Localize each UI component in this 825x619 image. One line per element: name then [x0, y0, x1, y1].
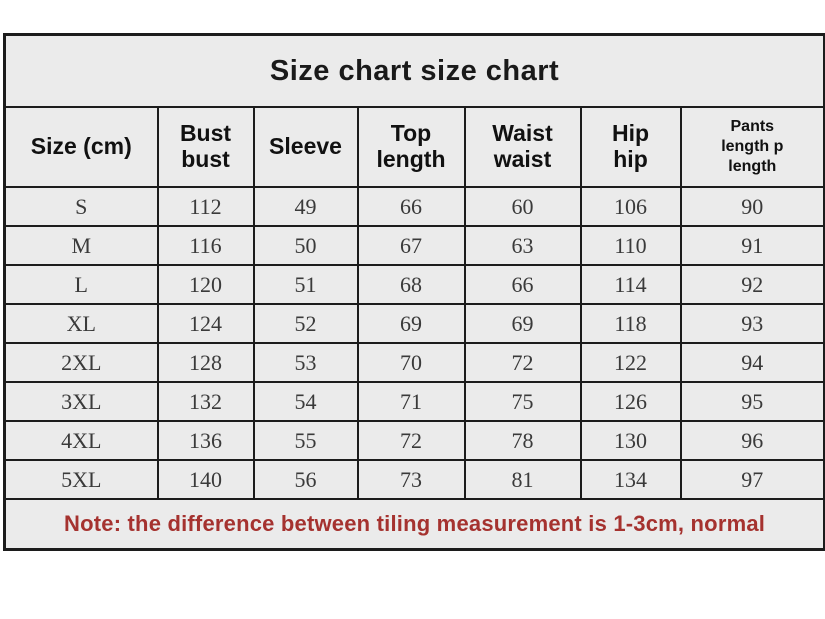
table-row: M 116 50 67 63 110 91	[3, 225, 825, 266]
note-row: Note: the difference between tiling meas…	[3, 498, 825, 551]
value-cell: 124	[156, 303, 255, 344]
column-header-sleeve: Sleeve	[252, 106, 359, 188]
column-header-pants-length: Pants length p length	[679, 106, 825, 188]
value-cell: 96	[679, 420, 825, 461]
table-row: 4XL 136 55 72 78 130 96	[3, 420, 825, 461]
value-cell: 72	[463, 342, 582, 383]
value-cell: 49	[252, 186, 359, 227]
value-cell: 68	[356, 264, 466, 305]
column-header-top-length: Top length	[356, 106, 466, 188]
size-cell: M	[3, 225, 159, 266]
value-cell: 118	[579, 303, 682, 344]
value-cell: 69	[356, 303, 466, 344]
value-cell: 110	[579, 225, 682, 266]
column-header-size: Size (cm)	[3, 106, 159, 188]
value-cell: 53	[252, 342, 359, 383]
value-cell: 50	[252, 225, 359, 266]
value-cell: 132	[156, 381, 255, 422]
value-cell: 72	[356, 420, 466, 461]
header-row: Size (cm) Bust bust Sleeve Top length Waist …	[3, 106, 825, 188]
size-cell: S	[3, 186, 159, 227]
value-cell: 75	[463, 381, 582, 422]
column-header-waist: Waist waist	[463, 106, 582, 188]
value-cell: 130	[579, 420, 682, 461]
value-cell: 63	[463, 225, 582, 266]
value-cell: 54	[252, 381, 359, 422]
value-cell: 71	[356, 381, 466, 422]
value-cell: 52	[252, 303, 359, 344]
value-cell: 69	[463, 303, 582, 344]
value-cell: 126	[579, 381, 682, 422]
value-cell: 134	[579, 459, 682, 500]
table-body: S 112 49 66 60 106 90 M 116 50 67 63 110 91 L 120 51 68 66…	[3, 186, 825, 500]
page-title: Size chart size chart	[3, 33, 825, 108]
value-cell: 66	[463, 264, 582, 305]
size-cell: 2XL	[3, 342, 159, 383]
size-chart-table: Size chart size chart Size (cm) Bust bust…	[3, 33, 825, 551]
value-cell: 78	[463, 420, 582, 461]
table-row: 3XL 132 54 71 75 126 95	[3, 381, 825, 422]
note-text: Note: the difference between tiling meas…	[3, 498, 825, 551]
title-row: Size chart size chart	[3, 33, 825, 108]
size-cell: 5XL	[3, 459, 159, 500]
value-cell: 116	[156, 225, 255, 266]
value-cell: 73	[356, 459, 466, 500]
value-cell: 128	[156, 342, 255, 383]
value-cell: 114	[579, 264, 682, 305]
value-cell: 95	[679, 381, 825, 422]
value-cell: 90	[679, 186, 825, 227]
value-cell: 136	[156, 420, 255, 461]
value-cell: 122	[579, 342, 682, 383]
size-cell: 4XL	[3, 420, 159, 461]
value-cell: 56	[252, 459, 359, 500]
value-cell: 55	[252, 420, 359, 461]
value-cell: 120	[156, 264, 255, 305]
size-cell: XL	[3, 303, 159, 344]
value-cell: 67	[356, 225, 466, 266]
value-cell: 94	[679, 342, 825, 383]
value-cell: 112	[156, 186, 255, 227]
value-cell: 60	[463, 186, 582, 227]
table-row: 5XL 140 56 73 81 134 97	[3, 459, 825, 500]
value-cell: 91	[679, 225, 825, 266]
value-cell: 70	[356, 342, 466, 383]
value-cell: 97	[679, 459, 825, 500]
size-cell: L	[3, 264, 159, 305]
table-row: 2XL 128 53 70 72 122 94	[3, 342, 825, 383]
value-cell: 140	[156, 459, 255, 500]
value-cell: 51	[252, 264, 359, 305]
value-cell: 106	[579, 186, 682, 227]
size-cell: 3XL	[3, 381, 159, 422]
value-cell: 93	[679, 303, 825, 344]
column-header-hip: Hip hip	[579, 106, 682, 188]
value-cell: 92	[679, 264, 825, 305]
value-cell: 66	[356, 186, 466, 227]
table-row: S 112 49 66 60 106 90	[3, 186, 825, 227]
column-header-bust: Bust bust	[156, 106, 255, 188]
table-row: XL 124 52 69 69 118 93	[3, 303, 825, 344]
value-cell: 81	[463, 459, 582, 500]
table-row: L 120 51 68 66 114 92	[3, 264, 825, 305]
